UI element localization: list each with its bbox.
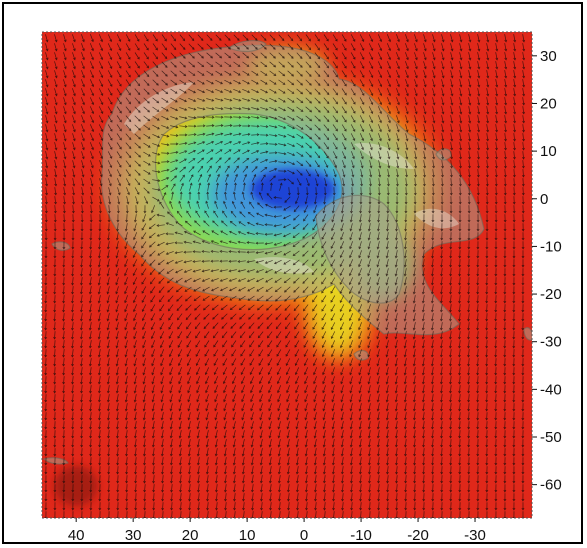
y-tick-label: -20: [540, 286, 562, 303]
chart-frame: 40 30 20 10 0 -10 -20 -30 30 20 10 0 -10 -20 -30 -40 -50…: [2, 2, 583, 544]
y-tick-label: 0: [540, 191, 548, 208]
field-blue-core: [250, 169, 335, 210]
isosurface-fragment-sw: [42, 457, 69, 465]
y-tick-label: -40: [540, 381, 562, 398]
x-tick-label: 10: [239, 527, 256, 544]
isosurface-highlight-4: [414, 208, 459, 229]
isosurface-lobe: [315, 194, 405, 304]
x-tick-label: 0: [300, 527, 308, 544]
isosurface-fragment-south: [353, 349, 369, 361]
vector-field: [44, 34, 526, 518]
y-tick-label: -60: [540, 477, 562, 494]
x-tick-label: 20: [182, 527, 199, 544]
plot-border: [41, 31, 533, 519]
y-tick-label: -50: [540, 429, 562, 446]
isosurface-highlight-2: [354, 143, 414, 169]
x-tick-label: -20: [407, 527, 429, 544]
y-tick-label: -30: [540, 334, 562, 351]
x-tick-label: -30: [464, 527, 486, 544]
isosurface-fragment-east: [435, 148, 452, 161]
field-dark-spot: [54, 466, 98, 506]
isosurface-fragment-edge: [523, 327, 532, 341]
x-tick-label: -10: [350, 527, 372, 544]
y-tick-label: 10: [540, 143, 557, 160]
isosurface-highlight-1: [124, 82, 194, 134]
y-tick-label: -10: [540, 238, 562, 255]
y-tick-label: 30: [540, 48, 557, 65]
x-tick-label: 30: [125, 527, 142, 544]
vector-arrows: [44, 34, 526, 518]
heatmap-layer: [42, 32, 532, 518]
x-tick-label: 40: [68, 527, 85, 544]
isosurface-fragment-west: [51, 241, 71, 251]
chart-svg: 40 30 20 10 0 -10 -20 -30 30 20 10 0 -10 -20 -30 -40 -50…: [41, 31, 562, 544]
y-tick-label: 20: [540, 95, 557, 112]
